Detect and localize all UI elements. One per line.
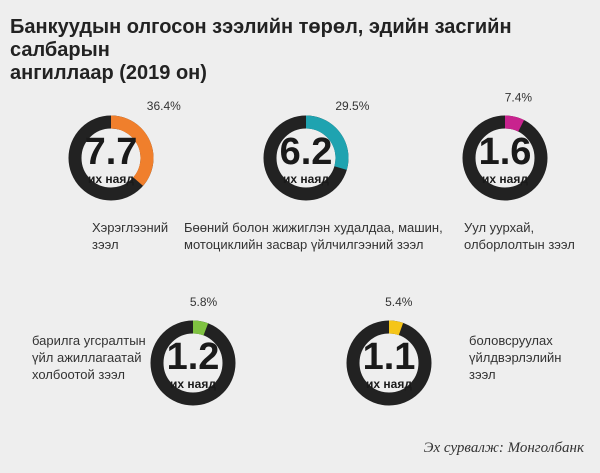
value-label: 1.2 xyxy=(167,336,220,378)
caption-line: холбоотой зээл xyxy=(32,367,125,382)
value-label: 7.7 xyxy=(85,131,138,173)
value-label: 6.2 xyxy=(280,131,333,173)
share-arc xyxy=(504,115,525,132)
value-label: 1.1 xyxy=(363,336,416,378)
value-label: 1.6 xyxy=(479,131,532,173)
caption-line: боловсруулах xyxy=(469,333,553,348)
unit-label: их наяд xyxy=(366,377,412,391)
caption-line: барилга угсралтын xyxy=(32,333,146,348)
donut-2: 29.5% 6.2их наяд Бөөний болон жижиглэн худ… xyxy=(184,99,443,252)
caption-line: Хэрэглээний xyxy=(92,220,168,235)
share-label: 29.5% xyxy=(335,99,369,113)
donut-5: 5.4% 1.1их наяд боловсруулах үйлдвэрлэлийн з… xyxy=(346,295,561,406)
donut-4: 5.8% 1.2их наяд барилга угсралтын үйл ажилл… xyxy=(32,295,236,406)
caption-line: мотоциклийн засвар үйлчилгээний зээл xyxy=(184,237,423,252)
title-line-1: Банкуудын олгосон зээлийн төрөл, эдийн з… xyxy=(10,16,512,61)
caption-line: Бөөний болон жижиглэн худалдаа, машин, xyxy=(184,220,443,235)
source-note: Эх сурвалж: Монголбанк xyxy=(423,440,584,456)
share-arc xyxy=(192,320,209,336)
title-line-2: ангиллаар (2019 он) xyxy=(10,62,207,84)
share-label: 5.4% xyxy=(385,295,413,309)
share-label: 5.8% xyxy=(190,295,218,309)
unit-label: их наяд xyxy=(88,172,134,186)
chart-title: Банкуудын олгосон зээлийн төрөл, эдийн з… xyxy=(10,16,570,85)
caption-line: олборлолтын зээл xyxy=(464,237,575,252)
caption-line: үйлдвэрлэлийн xyxy=(469,350,561,365)
share-arc xyxy=(110,115,154,186)
caption-line: Уул уурхай, xyxy=(464,220,534,235)
share-arc xyxy=(305,115,349,170)
caption-line: зээл xyxy=(92,237,119,252)
share-label: 36.4% xyxy=(147,99,181,113)
unit-label: их наяд xyxy=(170,377,216,391)
caption-line: үйл ажиллагаатай xyxy=(32,350,141,365)
donut-1: 36.4% 7.7их наяд Хэрэглээний зээл xyxy=(68,99,181,252)
caption-line: зээл xyxy=(469,367,496,382)
donut-3: 7.4% 1.6их наяд Уул уурхай, олборлолтын зээ… xyxy=(462,91,575,252)
unit-label: их наяд xyxy=(482,172,528,186)
share-arc xyxy=(388,320,404,336)
unit-label: их наяд xyxy=(283,172,329,186)
share-label: 7.4% xyxy=(505,91,533,105)
